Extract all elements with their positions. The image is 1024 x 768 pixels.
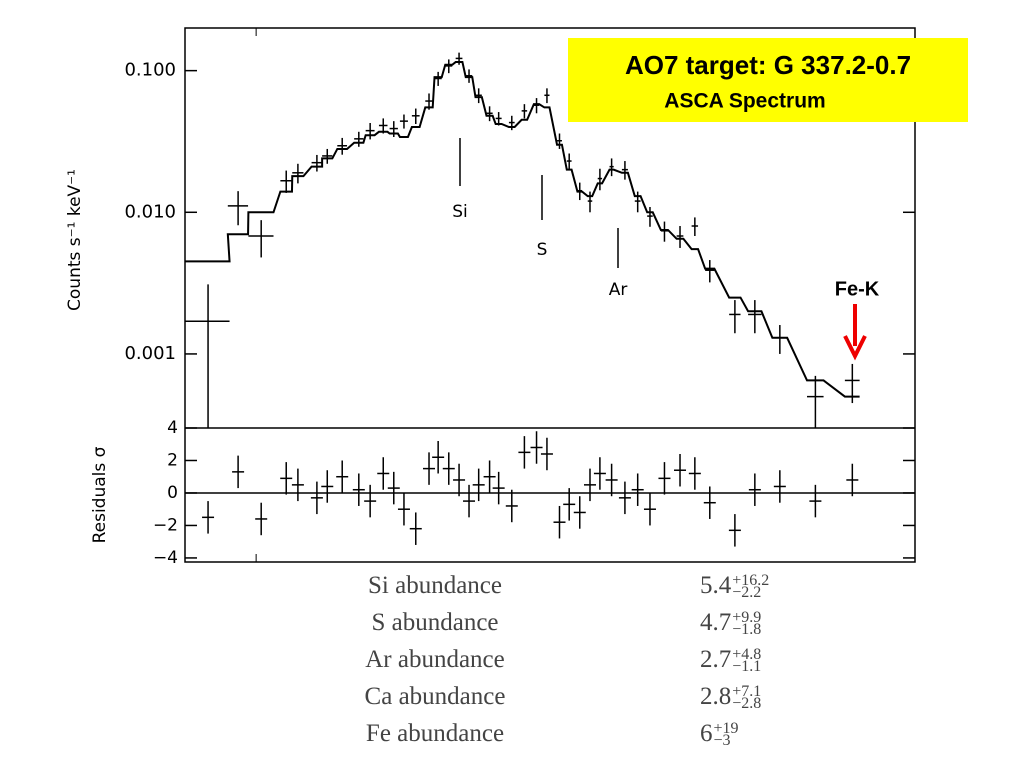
- row-label: Ar abundance: [365, 646, 505, 673]
- plot-frame: [184, 27, 916, 563]
- y-tick-label: 0: [167, 483, 178, 503]
- residual-panel: [185, 431, 915, 547]
- line-label: Si: [452, 202, 468, 222]
- lower-error: −2.2: [732, 584, 762, 602]
- table-row: Ar abundance 2.7 +4.8 −1.1: [280, 642, 920, 679]
- table-row: S abundance 4.7 +9.9 −1.8: [280, 605, 920, 642]
- lower-error: −3: [713, 732, 731, 750]
- upper-error: +4.8: [732, 646, 762, 664]
- row-value: 6: [700, 720, 713, 747]
- spectrum-panel: [185, 52, 860, 428]
- row-value-cell: 2.8 +7.1 −2.8: [700, 683, 762, 713]
- lower-error: −1.8: [732, 621, 762, 639]
- y-axis-label: Counts s⁻¹ keV⁻¹: [65, 169, 85, 311]
- row-value-cell: 4.7 +9.9 −1.8: [700, 609, 762, 639]
- error-range: +4.8 −1.1: [732, 646, 762, 676]
- row-value-cell: 6 +19 −3: [700, 720, 739, 750]
- row-label: Si abundance: [368, 572, 502, 599]
- row-value: 5.4: [700, 572, 732, 599]
- row-value-cell: 2.7 +4.8 −1.1: [700, 646, 762, 676]
- line-label: Ar: [609, 280, 628, 300]
- lower-error: −2.8: [732, 695, 762, 713]
- y-tick-label: 2: [167, 450, 178, 470]
- fe-k-arrowhead: [843, 335, 867, 361]
- upper-error: +9.9: [732, 609, 762, 627]
- error-range: +16.2 −2.2: [732, 572, 770, 602]
- row-label: S abundance: [371, 609, 499, 636]
- row-value: 2.7: [700, 646, 732, 673]
- y-tick-label: −4: [153, 548, 178, 568]
- table-row: Fe abundance 6 +19 −3: [280, 716, 920, 753]
- error-range: +19 −3: [713, 720, 739, 750]
- chart-subtitle: ASCA Spectrum: [664, 90, 825, 113]
- y-tick-label: 0.100: [124, 60, 176, 81]
- y-tick-label: 0.010: [124, 201, 176, 222]
- lower-error: −1.1: [732, 658, 762, 676]
- row-value: 2.8: [700, 683, 732, 710]
- error-range: +9.9 −1.8: [732, 609, 762, 639]
- fe-k-label: Fe-K: [835, 278, 880, 300]
- chart: 0.100 0.010 0.001 4 2 0 −2 −4 1 Counts s⁻¹ keV⁻¹…: [65, 27, 968, 568]
- error-range: +7.1 −2.8: [732, 683, 762, 713]
- x-tick-label: 1: [251, 568, 261, 569]
- upper-error: +7.1: [732, 683, 762, 701]
- abundance-table: Si abundance 5.4 +16.2 −2.2 S abundance 4.7 +9…: [280, 568, 920, 753]
- table-row: Ca abundance 2.8 +7.1 −2.8: [280, 679, 920, 716]
- row-label: Ca abundance: [364, 683, 506, 710]
- row-value-cell: 5.4 +16.2 −2.2: [700, 572, 770, 602]
- y-axis-label: Residuals σ: [90, 446, 110, 543]
- row-value: 4.7: [700, 609, 732, 636]
- table-row: Si abundance 5.4 +16.2 −2.2: [280, 568, 920, 605]
- line-label: S: [537, 240, 548, 260]
- axes: 0.100 0.010 0.001 4 2 0 −2 −4 1: [124, 28, 915, 568]
- y-tick-label: 0.001: [124, 343, 176, 364]
- chart-title: AO7 target: G 337.2-0.7: [625, 50, 911, 80]
- row-label: Fe abundance: [365, 720, 505, 747]
- y-tick-label: −2: [153, 515, 178, 535]
- title-box: [568, 38, 968, 122]
- upper-error: +19: [713, 720, 739, 738]
- upper-error: +16.2: [732, 572, 770, 590]
- y-tick-label: 4: [167, 418, 178, 438]
